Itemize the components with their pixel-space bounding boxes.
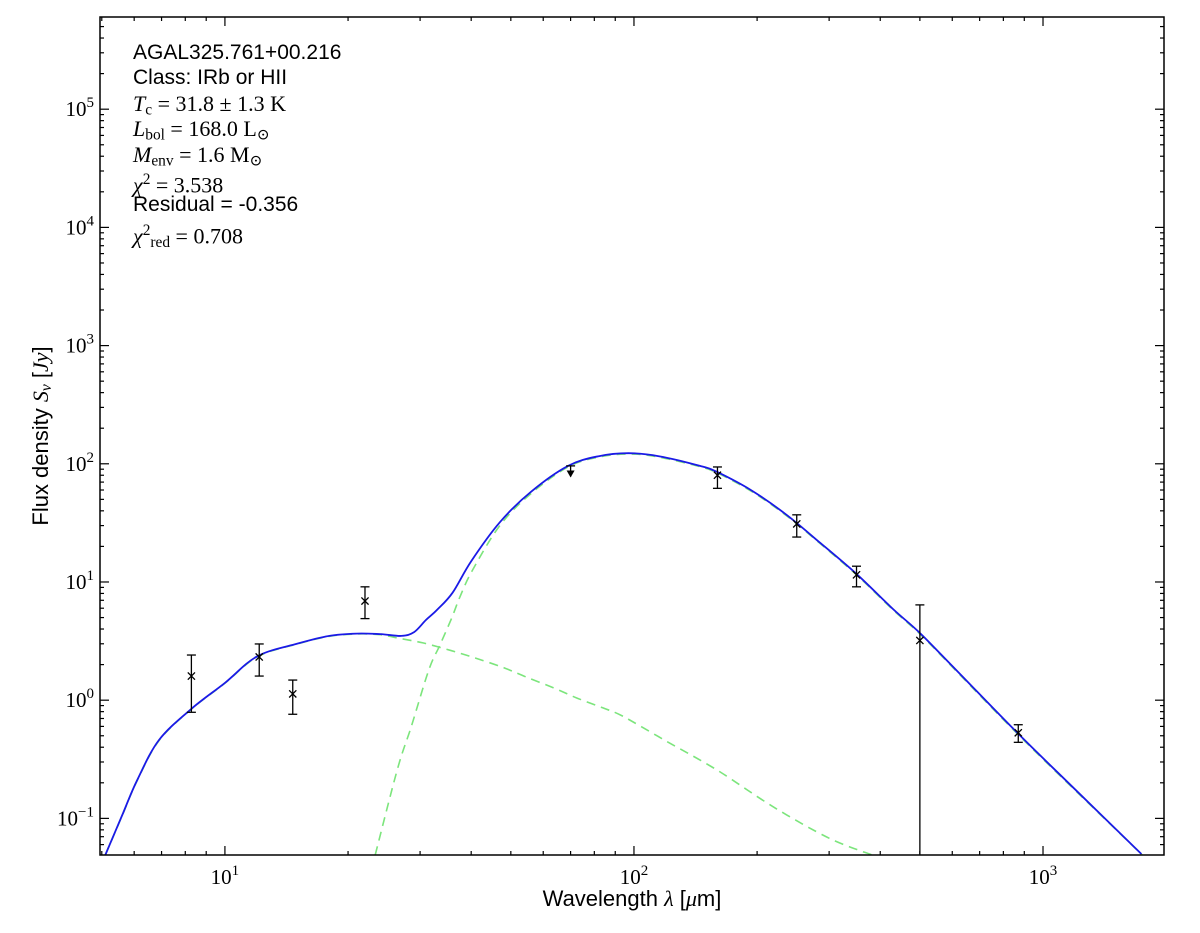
x-marker-icon <box>255 652 264 662</box>
data-point-22um <box>360 586 370 620</box>
x-tick-label: 103 <box>1029 863 1058 889</box>
data-point-12.13um <box>254 643 264 677</box>
data-point-14.65um <box>288 679 298 715</box>
x-tick-label: 102 <box>620 863 649 889</box>
data-point-350um <box>852 565 862 588</box>
y-tick-label: 102 <box>66 450 95 476</box>
annotation-line-1: AGAL325.761+00.216 <box>133 41 342 64</box>
x-tick-label: 101 <box>211 863 240 889</box>
x-marker-icon <box>360 596 370 606</box>
x-marker-icon <box>288 689 297 698</box>
y-tick-label: 100 <box>66 686 95 712</box>
x-marker-icon <box>713 471 722 480</box>
curve-total-model-sed <box>104 452 1143 855</box>
upper-limit-arrow-icon <box>566 470 575 478</box>
annotation-line-7: Residual = -0.356 <box>133 193 299 217</box>
tick-labels: 101 102 103 10−1 100 101 102 103 104 105 <box>57 95 1057 889</box>
x-axis-label: Wavelength λ [μm] <box>542 886 722 911</box>
x-marker-icon <box>852 570 861 579</box>
y-tick-label: 105 <box>66 95 95 121</box>
data-point-160um <box>712 466 722 489</box>
data-points <box>186 465 1023 854</box>
x-marker-icon <box>187 671 196 681</box>
data-point-250um <box>792 514 802 538</box>
curve-warm-dust-component <box>104 633 873 855</box>
y-tick-label: 10−1 <box>57 804 94 830</box>
annotation-line-5: Menv = 1.6 M⊙ <box>133 141 263 169</box>
annotation-line-6: χ2 = 3.538 <box>133 170 224 198</box>
data-point-8.28um <box>186 654 196 713</box>
y-axis-label: Flux density Sν [Jy] <box>27 346 56 526</box>
y-tick-label: 101 <box>66 568 95 594</box>
data-point-70um <box>566 465 576 478</box>
annotation-block: AGAL325.761+00.216 Class: IRb or HII Tc = … <box>133 40 342 251</box>
annotation-line-4: Lbol = 168.0 L⊙ <box>133 116 270 144</box>
model-curves <box>104 452 1144 855</box>
annotation-line-3: Tc = 31.8 ± 1.3 K <box>133 90 286 119</box>
annotation-line-2: Class: IRb or HII <box>133 66 288 90</box>
plot-frame <box>99 16 1165 856</box>
curve-cold-dust-component <box>374 453 1144 855</box>
x-marker-icon <box>915 636 924 645</box>
x-marker-icon <box>792 519 801 528</box>
x-marker-icon <box>1014 728 1023 737</box>
data-point-870um <box>1013 724 1023 743</box>
y-tick-label: 104 <box>66 213 95 239</box>
data-point-500um <box>915 604 925 854</box>
y-tick-label: 103 <box>66 332 95 358</box>
annotation-line-8: χ2red = 0.708 <box>133 221 243 251</box>
